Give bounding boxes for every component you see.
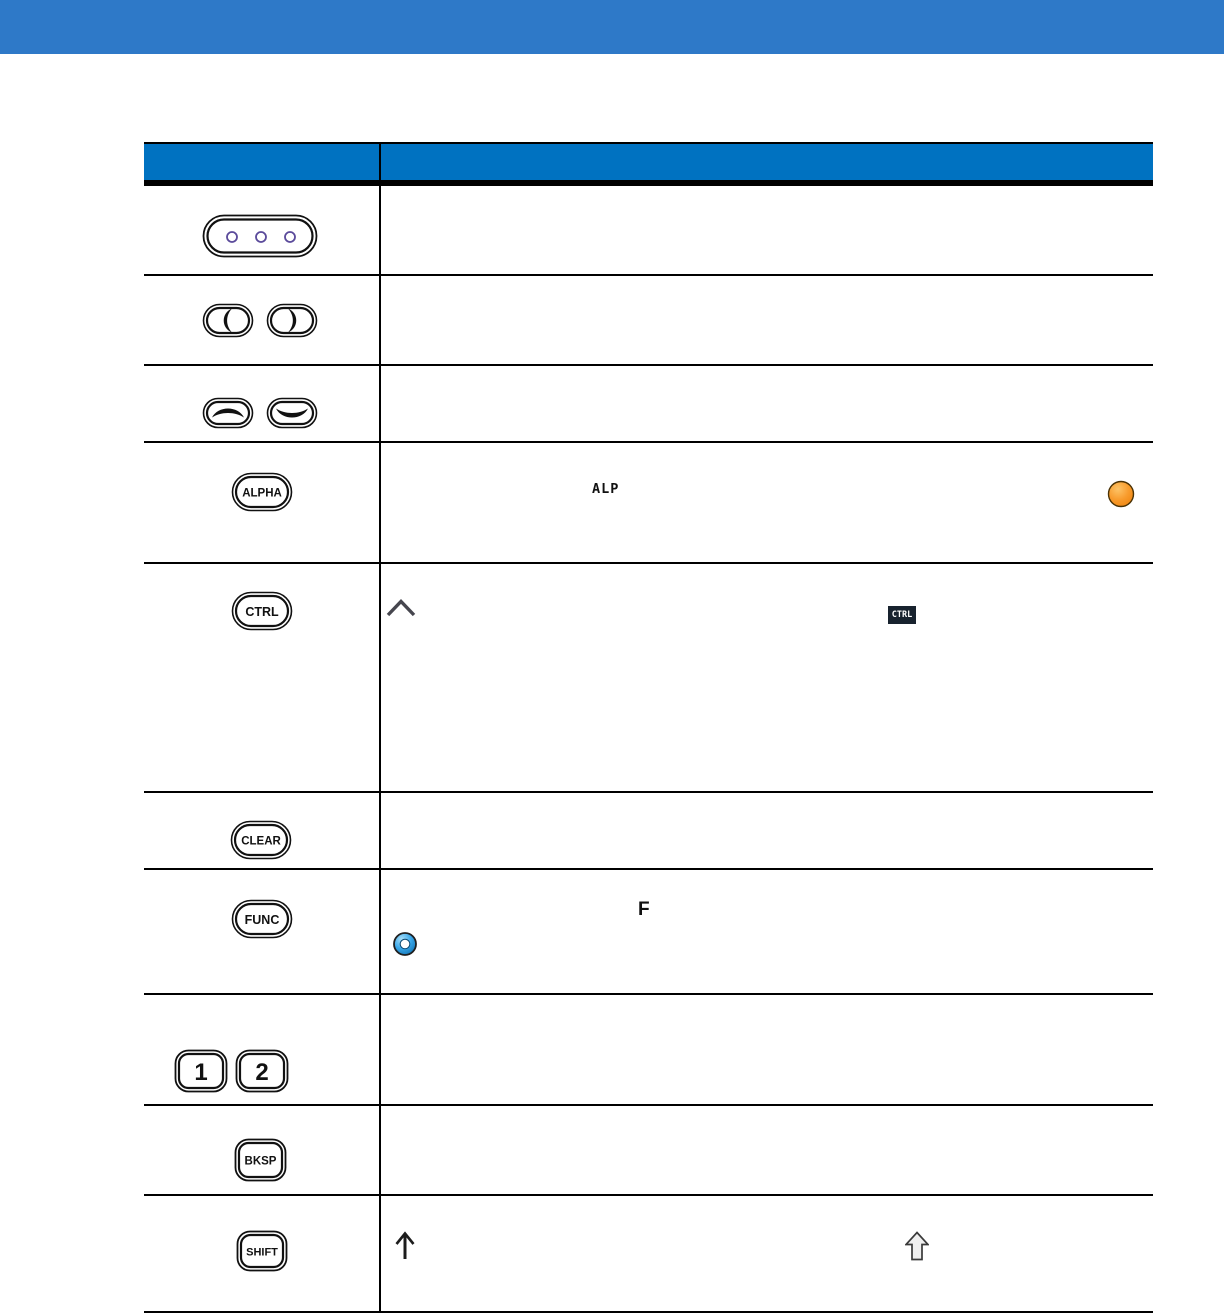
table-bottom-border [144, 1311, 1153, 1313]
clear-key-label: CLEAR [241, 836, 281, 848]
table-header-row [144, 144, 1153, 180]
row-separator [144, 562, 1153, 564]
row-shift-key: SHIFT [144, 1196, 1153, 1311]
alp-taskbar-indicator-icon: ALP [592, 481, 620, 497]
row-one-two-keys: 1 2 [144, 995, 1153, 1104]
row-scroll-dots-key [144, 186, 1153, 274]
up-arrow-glyph-icon [395, 1231, 415, 1259]
three-dot-pill-key-icon [202, 214, 318, 258]
row-func-key: FUNC F [144, 870, 1153, 993]
func-key-label: FUNC [245, 913, 280, 927]
shift-taskbar-indicator-icon [905, 1231, 929, 1261]
alpha-key-icon: ALPHA [231, 472, 293, 512]
row-scroll-left-right-keys [144, 276, 1153, 364]
row-separator [144, 364, 1153, 366]
row-separator [144, 274, 1153, 276]
row-alpha-key: ALPHA ALP [144, 443, 1153, 562]
orange-dot-indicator-icon [1107, 480, 1135, 508]
ctrl-key-icon: CTRL [231, 591, 293, 631]
alpha-key-label: ALPHA [242, 488, 282, 500]
table-top-border [144, 142, 1153, 144]
shift-key-icon: SHIFT [236, 1230, 288, 1272]
scroll-down-key-icon [266, 397, 318, 429]
ctrl-taskbar-indicator-icon: CTRL [888, 606, 916, 624]
row-separator [144, 441, 1153, 443]
scroll-right-key-icon [266, 303, 318, 338]
function-letter-glyph: F [638, 899, 650, 920]
key-1-label: 1 [194, 1059, 207, 1086]
top-banner [0, 0, 1224, 54]
row-separator [144, 1194, 1153, 1196]
bksp-key-label: BKSP [245, 1156, 277, 1168]
table-column-divider [379, 142, 381, 1313]
bksp-key-icon: BKSP [234, 1138, 287, 1182]
table-header-underline [144, 180, 1153, 186]
blue-ring-indicator-icon [393, 932, 417, 956]
scroll-left-key-icon [202, 303, 254, 338]
clear-key-icon: CLEAR [230, 820, 292, 860]
row-scroll-up-down-keys [144, 366, 1153, 441]
key-2-label: 2 [255, 1059, 268, 1086]
ctrl-key-label: CTRL [245, 605, 279, 619]
row-separator [144, 993, 1153, 995]
row-bksp-key: BKSP [144, 1106, 1153, 1194]
key-1-icon: 1 [174, 1049, 228, 1093]
row-separator [144, 868, 1153, 870]
shift-key-label: SHIFT [246, 1247, 278, 1259]
row-ctrl-key: CTRL CTRL [144, 564, 1153, 791]
func-key-icon: FUNC [231, 899, 293, 939]
caret-glyph-icon [386, 599, 416, 617]
row-clear-key: CLEAR [144, 793, 1153, 868]
row-separator [144, 1104, 1153, 1106]
key-2-icon: 2 [235, 1049, 289, 1093]
scroll-up-key-icon [202, 397, 254, 429]
row-separator [144, 791, 1153, 793]
